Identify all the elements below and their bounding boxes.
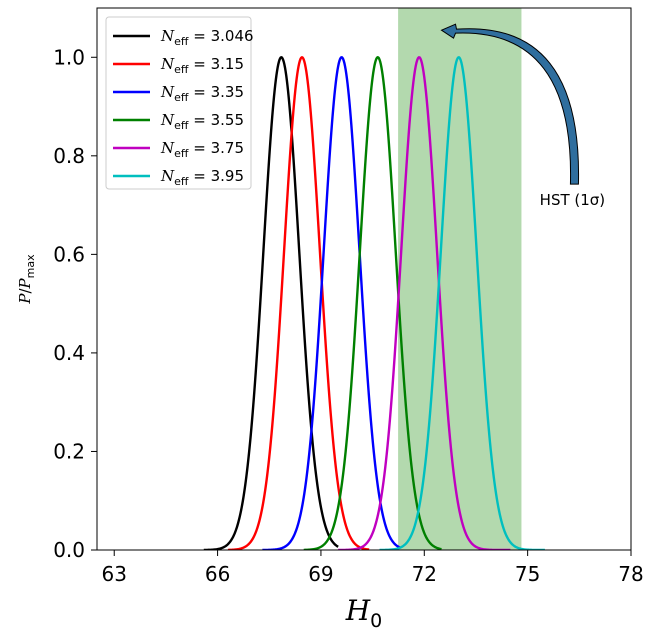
y-tick-label: 1.0 (53, 45, 85, 69)
legend-entries: Neff = 3.046 Neff = 3.15 Neff = 3.35 Neff =… (113, 27, 254, 188)
y-tick-label: 0.0 (53, 538, 85, 562)
y-tick-label: 0.4 (53, 341, 85, 365)
legend-label: Neff = 3.55 (160, 111, 244, 132)
legend-label: Neff = 3.046 (160, 27, 254, 48)
x-tick-label: 78 (618, 562, 643, 586)
series-line-1 (203, 55, 339, 550)
y-tick-label: 0.2 (53, 439, 85, 463)
x-tick-label: 69 (308, 562, 333, 586)
x-axis-symbol: H (345, 594, 371, 627)
y-axis-pmax: P (16, 277, 34, 289)
legend-label: Neff = 3.15 (160, 55, 244, 76)
hst-band-layer (398, 8, 522, 550)
series-line-3 (262, 56, 401, 550)
x-tick-label: 63 (101, 562, 126, 586)
hst-band (398, 8, 522, 550)
series-line-5 (338, 56, 511, 550)
x-tick-label: 75 (515, 562, 540, 586)
series-line-6 (379, 56, 545, 550)
curves-layer (203, 55, 545, 550)
hst-annotation: HST (1σ) (440, 23, 606, 209)
x-tick-label: 72 (412, 562, 437, 586)
plot-frame (96, 7, 632, 551)
x-axis-ticks: 63 66 69 72 75 78 (101, 550, 644, 586)
annotation-arrow (440, 23, 579, 185)
y-tick-label: 0.8 (53, 144, 85, 168)
series-line-2 (227, 56, 370, 550)
y-axis-ticks: 0.0 0.2 0.4 0.6 0.8 1.0 (53, 45, 97, 562)
legend-label: Neff = 3.35 (160, 83, 244, 104)
legend-label: Neff = 3.95 (160, 167, 244, 188)
x-tick-label: 66 (205, 562, 230, 586)
legend: Neff = 3.046 Neff = 3.15 Neff = 3.35 Neff =… (105, 16, 254, 190)
x-axis-label: H0 (345, 594, 383, 632)
legend-box (105, 16, 252, 190)
y-axis-p: P (16, 293, 34, 305)
legend-label: Neff = 3.75 (160, 139, 244, 160)
y-axis-label: P/Pmax (16, 254, 37, 305)
y-tick-label: 0.6 (53, 242, 85, 266)
annotation-label: HST (1σ) (540, 191, 606, 209)
y-axis-sub: max (24, 254, 37, 278)
y-axis-slash: / (16, 288, 34, 294)
x-axis-subscript: 0 (370, 610, 382, 632)
